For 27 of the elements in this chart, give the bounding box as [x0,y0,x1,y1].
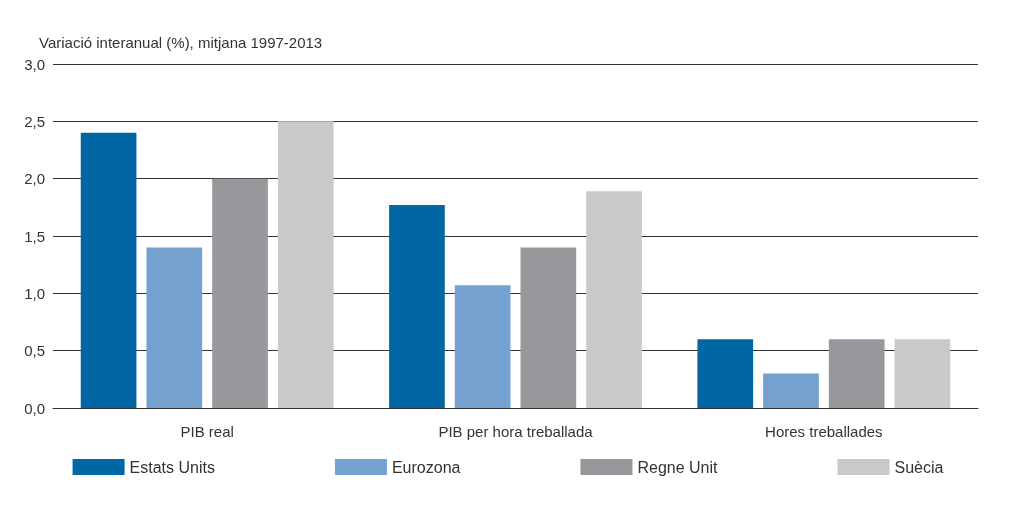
y-tick-label: 2,0 [24,170,45,188]
y-tick-label: 1,5 [24,227,45,245]
bar [454,285,511,408]
y-axis-title: Variació interanual (%), mitjana 1997-2013 [39,34,323,51]
y-tick-label: 1,0 [24,284,45,302]
legend-label: Eurozona [391,458,461,476]
x-tick-label: Hores treballades [765,423,883,440]
bar [894,339,951,408]
bar [586,191,642,408]
bar [212,178,268,408]
bar [146,247,203,408]
bar [828,339,885,408]
legend-label: Estats Units [129,458,215,476]
bar [80,132,137,408]
y-tick-label: 0,0 [24,399,45,417]
x-tick-label: PIB per hora treballada [438,423,594,440]
y-tick-label: 2,5 [24,112,45,130]
bar [763,373,819,408]
x-tick-label: PIB real [180,423,234,440]
bar [277,121,334,408]
legend-label: Regne Unit [637,458,719,476]
y-tick-label: 0,5 [24,342,45,360]
bar [389,205,445,408]
bar [520,247,577,408]
legend-label: Suècia [894,458,944,476]
bar [697,339,754,408]
y-tick-label: 3,0 [24,55,45,73]
